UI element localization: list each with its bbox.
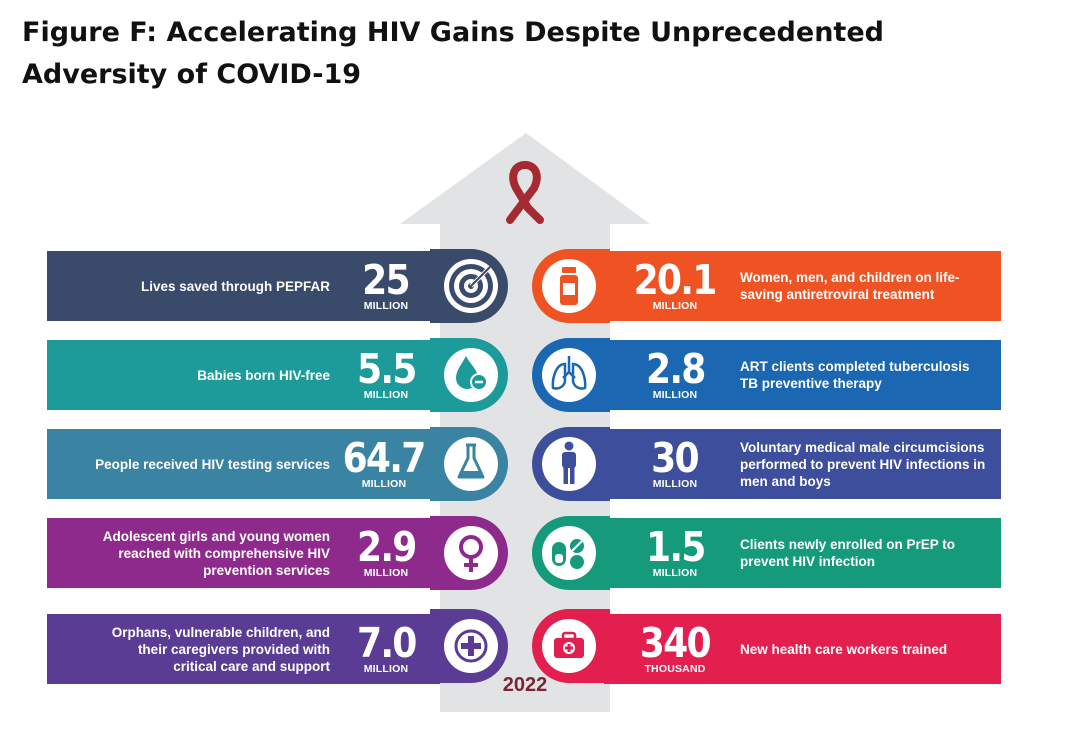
stat-label: Voluntary medical male circumcisions per… [740, 439, 986, 489]
flask-icon [430, 427, 508, 501]
stat-bar-adolescent-girls: Adolescent girls and young women reached… [47, 518, 440, 588]
stat-value: 64.7 MILLION [334, 434, 434, 491]
stat-number: 5.5 [356, 345, 417, 393]
stat-label: Lives saved through PEPFAR [140, 278, 330, 294]
stat-unit: MILLION [363, 389, 409, 401]
red-ribbon-icon [506, 161, 544, 224]
stat-unit: MILLION [363, 300, 409, 312]
drop-icon [430, 338, 508, 412]
stat-bar-art-treatment: 20.1 MILLION Women, men, and children on… [604, 251, 1001, 321]
stat-number: 2.9 [356, 523, 417, 571]
stat-unit: MILLION [652, 478, 698, 490]
stat-number: 7.0 [356, 619, 417, 667]
stat-number: 340 [639, 619, 712, 667]
stat-number: 20.1 [633, 256, 718, 304]
stat-number: 2.8 [645, 345, 706, 393]
stat-bar-health-workers: 340 THOUSAND New health care workers tra… [604, 614, 1001, 684]
pills-icon [532, 516, 610, 590]
plus-icon [430, 609, 508, 683]
stat-bar-lives-saved: Lives saved through PEPFAR 25 MILLION [47, 251, 440, 321]
stat-label: Adolescent girls and young women reached… [102, 528, 330, 578]
stat-value: 2.8 MILLION [616, 345, 734, 402]
stat-value: 25 MILLION [338, 256, 434, 313]
stat-unit: MILLION [652, 567, 698, 579]
stat-bar-tb-therapy: 2.8 MILLION ART clients completed tuberc… [604, 340, 1001, 410]
stat-label: People received HIV testing services [95, 456, 330, 472]
first-aid-kit-icon [532, 609, 610, 683]
female-icon [430, 516, 508, 590]
person-icon [532, 427, 610, 501]
stat-unit: MILLION [652, 300, 698, 312]
figure-title: Figure F: Accelerating HIV Gains Despite… [22, 17, 884, 90]
lungs-icon [532, 338, 610, 412]
stat-label: Babies born HIV-free [197, 367, 330, 383]
stat-label: ART clients completed tuberculosis TB pr… [740, 359, 970, 391]
stat-bar-circumcisions: 30 MILLION Voluntary medical male circum… [604, 429, 1001, 499]
stat-number: 64.7 [342, 434, 427, 482]
stat-label: Clients newly enrolled on PrEP to preven… [740, 537, 956, 569]
stat-number: 30 [651, 434, 700, 482]
stat-value: 340 THOUSAND [616, 619, 734, 676]
stat-number: 25 [362, 256, 411, 304]
stat-label: Orphans, vulnerable children, and their … [111, 624, 330, 674]
stat-bar-hiv-testing: People received HIV testing services 64.… [47, 429, 440, 499]
stat-value: 5.5 MILLION [338, 345, 434, 402]
stat-unit: MILLION [652, 389, 698, 401]
stat-value: 20.1 MILLION [616, 256, 734, 313]
stat-bar-orphans: Orphans, vulnerable children, and their … [47, 614, 440, 684]
stat-label: New health care workers trained [740, 641, 948, 657]
stat-value: 1.5 MILLION [616, 523, 734, 580]
stat-value: 2.9 MILLION [338, 523, 434, 580]
stat-unit: MILLION [361, 478, 407, 490]
stat-value: 30 MILLION [616, 434, 734, 491]
pill-bottle-icon [532, 249, 610, 323]
stat-unit: THOUSAND [644, 663, 706, 675]
stat-label: Women, men, and children on life-saving … [740, 270, 960, 302]
stat-unit: MILLION [363, 567, 409, 579]
stat-bar-babies-born: Babies born HIV-free 5.5 MILLION [47, 340, 440, 410]
stat-unit: MILLION [363, 663, 409, 675]
stat-value: 7.0 MILLION [338, 619, 434, 676]
target-icon [430, 249, 508, 323]
stat-bar-prep: 1.5 MILLION Clients newly enrolled on Pr… [604, 518, 1001, 588]
year-label: 2022 [502, 674, 548, 696]
stat-number: 1.5 [645, 523, 706, 571]
